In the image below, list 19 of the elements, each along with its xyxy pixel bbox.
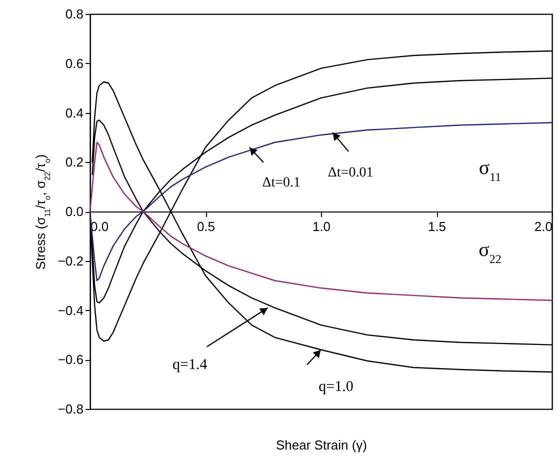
y-tick-label: 0.4 <box>65 105 84 120</box>
y-tick-label: −0.6 <box>58 352 84 368</box>
y-tick-label: −0.8 <box>58 402 84 416</box>
y-tick-label: −0.4 <box>58 302 84 318</box>
x-tick-label: 1.0 <box>312 219 331 234</box>
annotation: Δt=0.1 <box>262 175 301 190</box>
annotation: Δt=0.01 <box>328 166 374 180</box>
x-tick-label: 1.5 <box>428 219 446 234</box>
annotation: q=1.4 <box>172 356 208 373</box>
x-axis-title: Shear Strain (γ) <box>276 438 368 452</box>
y-tick-label: 0.2 <box>65 154 84 170</box>
y-tick-label: 0.8 <box>65 6 84 22</box>
y-tick-label: −0.2 <box>58 253 84 268</box>
y-tick-label: 0.6 <box>65 56 84 71</box>
x-tick-label: 0.5 <box>196 219 216 234</box>
annotation: q=1.0 <box>318 378 354 395</box>
y-tick-label: 0.0 <box>65 204 84 219</box>
annotation: σ$_{11}$ <box>478 157 502 184</box>
annotation: σ$_{22}$ <box>478 239 502 266</box>
